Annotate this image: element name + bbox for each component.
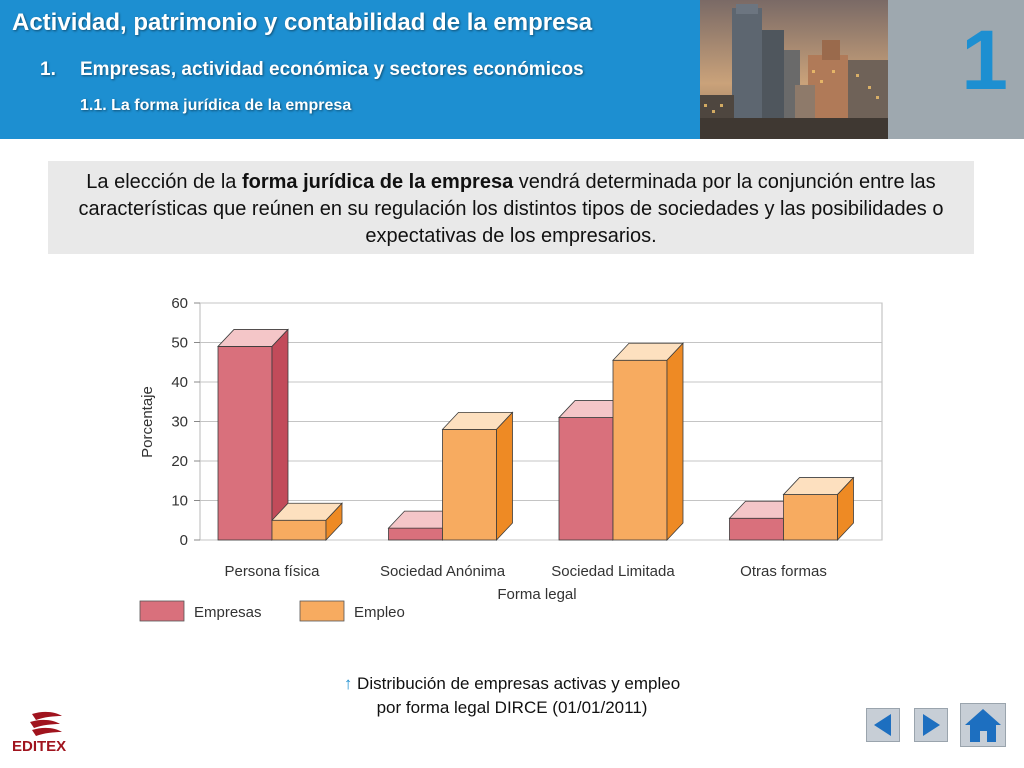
presentation-title: Actividad, patrimonio y contabilidad de … bbox=[12, 9, 593, 36]
bar-side-empleo-1 bbox=[325, 502, 343, 542]
next-arrow-icon bbox=[914, 708, 948, 742]
chart-caption: ↑ Distribución de empresas activas y emp… bbox=[262, 672, 762, 720]
intro-text-bold: forma jurídica de la empresa bbox=[241, 171, 514, 193]
intro-text-box: La elección de la forma jurídica de la e… bbox=[48, 161, 974, 254]
bar-empresas-2 bbox=[388, 527, 443, 541]
legend-swatch-empresas bbox=[139, 600, 185, 622]
caption-line-1: ↑ Distribución de empresas activas y emp… bbox=[262, 672, 762, 696]
editex-logo-text: EDITEX bbox=[12, 738, 67, 755]
legend-swatch-empleo bbox=[299, 600, 345, 622]
section-number: 1. bbox=[40, 59, 56, 80]
y-tick-label: 60 bbox=[171, 295, 188, 312]
intro-text-end: vendrá determinada por la conjunción ent… bbox=[78, 171, 944, 247]
bar-empresas-1 bbox=[217, 346, 273, 541]
bar-side-empleo-4 bbox=[837, 476, 854, 542]
bar-side-empleo-2 bbox=[496, 411, 513, 542]
previous-arrow-icon bbox=[866, 708, 900, 742]
y-tick-label: 0 bbox=[180, 532, 188, 549]
next-slide-button[interactable] bbox=[914, 708, 948, 742]
header-bar: Actividad, patrimonio y contabilidad de … bbox=[0, 0, 700, 139]
home-button[interactable] bbox=[960, 703, 1006, 747]
bar-chart: 0 10 20 30 40 50 60 Persona física Sociedad Anón… bbox=[120, 285, 900, 630]
subsection-heading: 1.1. La forma jurídica de la empresa bbox=[80, 97, 352, 114]
bar-empresas-3 bbox=[558, 417, 614, 541]
bar-chart-svg: 0 10 20 30 40 50 60 Persona física Sociedad Anón… bbox=[139, 295, 883, 622]
editex-logo-icon bbox=[30, 711, 62, 736]
editex-logo: EDITEX bbox=[10, 708, 80, 758]
caption-line-1-text: Distribución de empresas activas y emple… bbox=[352, 674, 681, 693]
unit-number: 1 bbox=[961, 13, 1008, 107]
y-tick-label: 10 bbox=[171, 493, 188, 510]
bar-empresas-4 bbox=[729, 517, 784, 541]
caption-line-2: por forma legal DIRCE (01/01/2011) bbox=[376, 698, 648, 717]
section-heading: 1. Empresas, actividad económica y sector… bbox=[40, 59, 584, 81]
bar-empleo-2 bbox=[442, 428, 497, 541]
city-skyline-photo bbox=[700, 0, 888, 139]
y-tick-label: 40 bbox=[171, 374, 188, 391]
intro-text-start: La elección de la bbox=[86, 171, 242, 193]
bar-empleo-1 bbox=[271, 519, 327, 541]
legend-label-empleo: Empleo bbox=[354, 604, 405, 621]
previous-slide-button[interactable] bbox=[866, 708, 900, 742]
y-tick-label: 50 bbox=[171, 335, 188, 352]
bar-side-empleo-3 bbox=[666, 342, 684, 542]
y-tick-label: 30 bbox=[171, 414, 188, 431]
y-tick-label: 20 bbox=[171, 453, 188, 470]
legend-label-empresas: Empresas bbox=[194, 604, 262, 621]
section-title: Empresas, actividad económica y sectores… bbox=[80, 59, 584, 80]
x-tick-label: Persona física bbox=[224, 563, 320, 580]
y-axis-label: Porcentaje bbox=[139, 386, 156, 458]
x-tick-label: Sociedad Anónima bbox=[380, 563, 506, 580]
up-arrow-icon: ↑ bbox=[343, 674, 353, 693]
x-tick-label: Sociedad Limitada bbox=[551, 563, 675, 580]
home-icon bbox=[960, 703, 1006, 747]
x-tick-label: Otras formas bbox=[740, 563, 827, 580]
unit-panel: 1 bbox=[888, 0, 1024, 139]
x-axis-label: Forma legal bbox=[497, 586, 576, 603]
bar-empleo-3 bbox=[612, 359, 668, 541]
bar-empleo-4 bbox=[783, 494, 838, 541]
